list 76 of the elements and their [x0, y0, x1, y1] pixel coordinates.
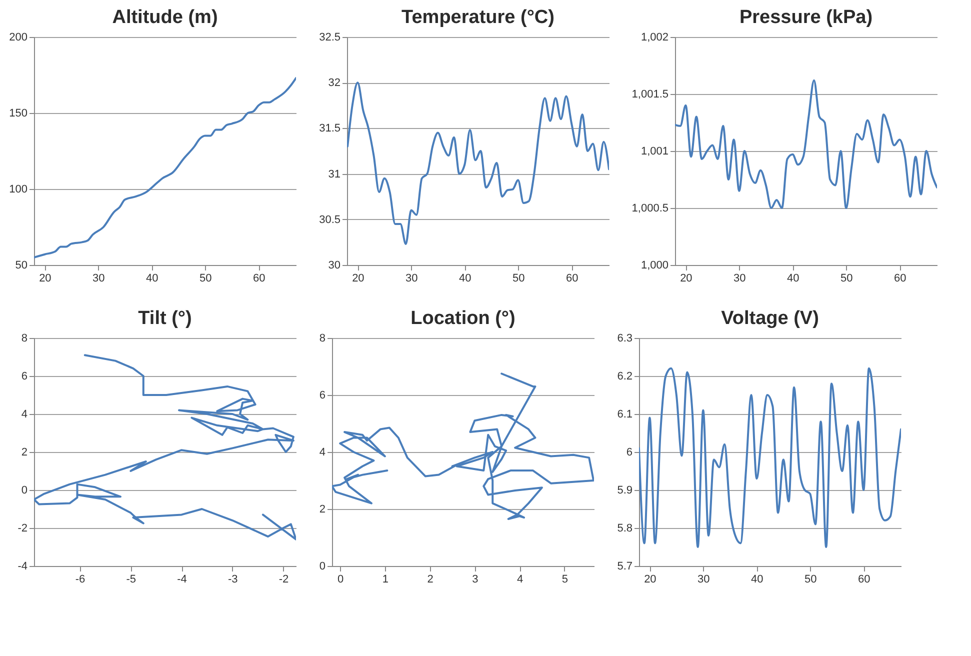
y-tick-label: 150	[9, 108, 28, 120]
line-series	[639, 367, 901, 548]
x-tick-label: 20	[680, 272, 692, 284]
x-tick-label: -3	[228, 574, 238, 586]
chart-title: Temperature (°C)	[402, 7, 554, 28]
x-tick-label: 20	[352, 272, 364, 284]
x-tick-label: 20	[39, 272, 52, 284]
line-series	[34, 77, 296, 258]
y-tick-label: 30.5	[319, 214, 340, 226]
x-tick-label: 40	[787, 272, 800, 284]
y-tick-label: -2	[18, 522, 28, 534]
line-series	[34, 354, 296, 540]
x-tick-label: 60	[894, 272, 906, 284]
x-tick-label: 50	[512, 272, 525, 284]
x-tick-label: -2	[278, 574, 289, 586]
y-tick-label: 6.3	[617, 332, 632, 344]
y-tick-label: 6	[21, 370, 28, 382]
y-tick-label: 5.8	[617, 522, 632, 534]
y-tick-label: 8	[319, 332, 326, 344]
line-series	[347, 82, 609, 246]
chart-title: Location (°)	[410, 308, 516, 329]
y-tick-label: 31.5	[319, 122, 340, 135]
y-tick-label: 5.9	[617, 484, 632, 496]
y-tick-label: 32	[328, 77, 340, 90]
y-tick-label: 5.7	[617, 560, 632, 572]
x-tick-label: 20	[644, 574, 656, 586]
x-tick-label: 4	[516, 574, 524, 586]
x-tick-label: 50	[840, 272, 853, 284]
y-tick-label: 2	[319, 504, 326, 516]
x-tick-label: 30	[92, 272, 105, 284]
y-tick-label: 50	[15, 260, 28, 272]
x-tick-label: -5	[126, 574, 136, 586]
chart-title: Pressure (kPa)	[739, 7, 873, 28]
y-tick-label: 2	[21, 446, 28, 458]
y-tick-label: 200	[9, 32, 28, 44]
chart-title: Voltage (V)	[721, 308, 819, 329]
x-tick-label: 60	[566, 272, 578, 284]
y-tick-label: 1,002	[640, 32, 668, 44]
y-tick-label: 1,001.5	[632, 88, 668, 100]
y-tick-label: 0	[21, 484, 28, 496]
x-tick-label: 30	[734, 272, 746, 284]
y-tick-label: 100	[9, 184, 28, 196]
y-tick-label: 32.5	[319, 32, 340, 44]
x-tick-label: 2	[427, 574, 434, 586]
x-tick-label: 60	[858, 574, 870, 586]
x-tick-label: 30	[698, 574, 710, 586]
x-tick-label: 40	[459, 272, 472, 284]
x-tick-label: 30	[406, 272, 418, 284]
y-tick-label: 30	[328, 260, 340, 272]
y-tick-label: 6	[319, 390, 326, 402]
y-tick-label: 6	[626, 446, 632, 458]
y-tick-label: -4	[18, 560, 28, 572]
x-tick-label: 3	[472, 574, 478, 586]
y-tick-label: 1,000	[640, 260, 668, 272]
x-tick-label: -4	[177, 574, 187, 586]
y-tick-label: 6.2	[617, 370, 632, 382]
x-tick-label: 1	[382, 574, 388, 586]
x-tick-label: 40	[146, 272, 158, 284]
x-tick-label: -6	[75, 574, 86, 586]
x-tick-label: 50	[804, 574, 817, 586]
y-tick-label: 1,001	[640, 146, 668, 158]
line-series	[332, 372, 594, 520]
y-tick-label: 4	[319, 446, 326, 458]
x-tick-label: 40	[751, 574, 764, 586]
y-tick-label: 0	[319, 560, 326, 572]
line-series	[675, 79, 937, 209]
y-tick-label: 6.1	[617, 408, 632, 420]
y-tick-label: 4	[21, 408, 28, 420]
chart-title: Altitude (m)	[112, 7, 218, 28]
x-tick-label: 5	[562, 574, 568, 586]
y-tick-label: 1,000.5	[632, 202, 668, 214]
y-tick-label: 31	[328, 168, 340, 180]
x-tick-label: 50	[199, 272, 212, 284]
chart-title: Tilt (°)	[138, 308, 192, 329]
x-tick-label: 60	[252, 272, 266, 284]
y-tick-label: 8	[21, 332, 28, 344]
